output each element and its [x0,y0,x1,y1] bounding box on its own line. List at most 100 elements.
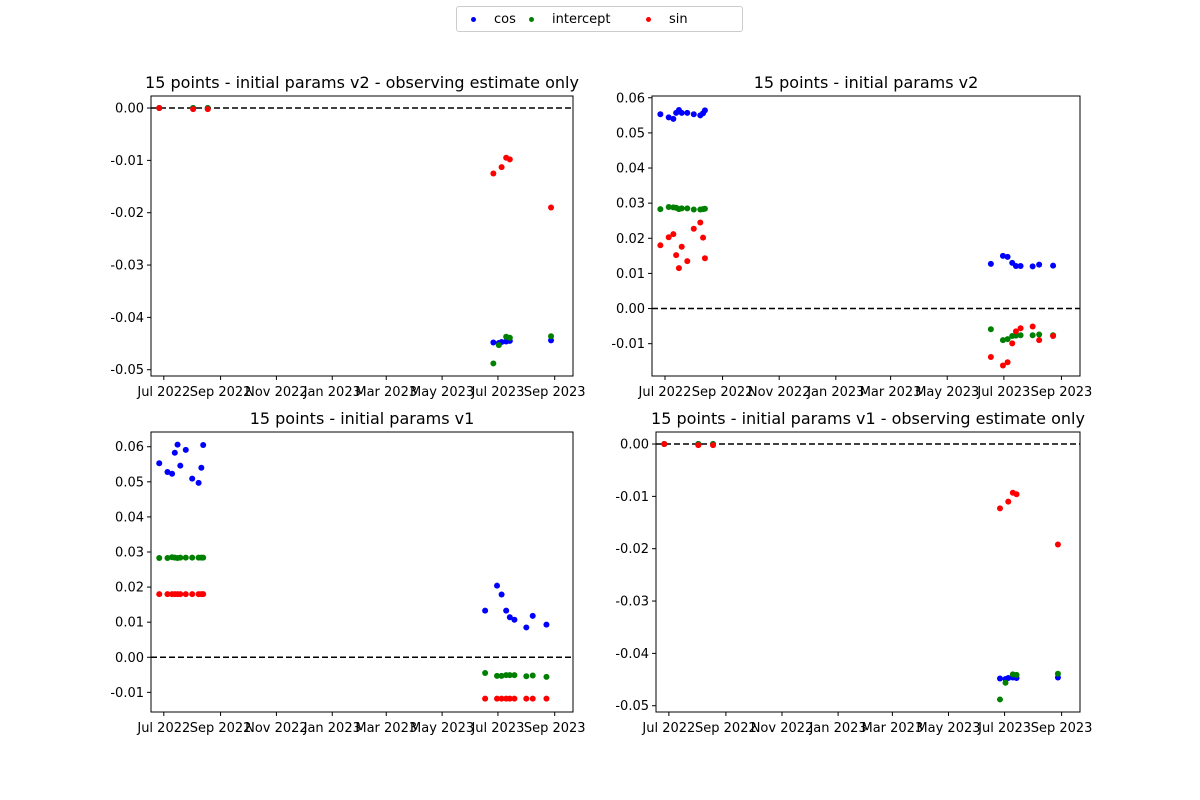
y-tick-label: 0.00 [620,438,649,453]
legend-label: intercept [552,11,611,27]
x-tick-label: Jul 2022 [638,385,692,400]
data-point-intercept [1004,336,1011,343]
x-tick-label: Sep 2022 [692,385,754,400]
data-point-cos [156,460,163,467]
y-tick-label: -0.01 [615,490,649,505]
y-tick-label: 0.06 [115,440,144,455]
x-tick-label: Sep 2023 [524,385,586,400]
data-point-cos [200,441,207,448]
data-point-sin [1009,340,1016,347]
data-point-sin [182,591,189,598]
x-tick-label: Mar 2023 [861,721,923,736]
x-tick-label: Nov 2022 [245,385,308,400]
y-tick-label: -0.05 [110,363,144,378]
y-tick-label: -0.01 [611,337,645,352]
data-point-cos [498,591,505,598]
data-point-cos [999,252,1006,259]
data-point-sin [661,441,668,448]
y-tick-label: 0.00 [115,651,144,666]
data-point-intercept [494,672,501,679]
y-tick-label: 0.03 [115,546,144,561]
y-tick-label: -0.01 [110,686,144,701]
data-point-cos [169,470,176,477]
x-tick-label: Mar 2023 [355,385,417,400]
data-point-sin [494,695,501,702]
data-point-cos [189,475,196,482]
data-point-cos [657,111,664,118]
x-tick-label: Sep 2023 [1031,721,1093,736]
data-point-intercept [506,672,513,679]
data-point-cos [690,111,697,118]
data-point-sin [987,354,994,361]
y-tick-label: -0.03 [110,259,144,274]
data-point-intercept [529,672,536,679]
data-point-sin [177,591,184,598]
data-point-intercept [182,554,189,561]
chart-panel-4: 15 points - initial params v1 - observin… [615,409,1092,736]
x-tick-label: Nov 2022 [245,721,308,736]
data-point-sin [190,106,197,113]
data-point-cos [164,469,171,475]
data-point-sin [675,265,682,272]
legend-marker [471,16,476,22]
legend: cos intercept sin [456,6,743,32]
y-tick-label: -0.05 [615,699,649,714]
data-point-sin [695,442,702,449]
x-tick-label: Jul 2023 [976,385,1030,400]
chart-title: 15 points - initial params v1 - observin… [651,409,1085,428]
data-point-intercept [678,205,685,212]
data-point-intercept [1002,679,1009,686]
data-point-intercept [999,337,1006,344]
data-point-sin [189,591,196,598]
plot-frame [651,95,1081,377]
data-point-sin [156,591,163,598]
x-tick-label: Jul 2022 [641,721,695,736]
data-point-cos [987,260,994,267]
x-tick-label: Sep 2023 [1031,385,1093,400]
data-point-cos [1029,263,1036,270]
y-tick-label: 0.00 [616,302,645,317]
plot-frame [655,431,1081,713]
data-point-intercept [657,206,664,213]
chart-panel-2: 15 points - initial params v2 0.06 0.05 0.0… [611,73,1092,400]
data-point-intercept [189,554,196,561]
data-point-intercept [1013,671,1020,678]
data-point-sin [996,505,1003,512]
y-tick-label: -0.02 [615,542,649,557]
data-point-sin [511,695,518,702]
data-point-intercept [543,673,550,680]
data-point-intercept [490,360,497,367]
data-point-intercept [1036,331,1043,338]
y-tick-label: 0.00 [115,102,144,117]
x-tick-label: Nov 2022 [748,385,811,400]
x-tick-label: May 2023 [915,385,979,400]
x-tick-label: Sep 2022 [190,385,252,400]
data-point-sin [506,156,513,163]
x-tick-label: May 2023 [916,721,980,736]
data-point-cos [523,624,530,631]
data-point-intercept [690,206,697,213]
y-tick-label: -0.02 [110,206,144,221]
data-point-cos [529,612,536,619]
data-point-cos [182,446,189,453]
data-point-intercept [164,554,171,561]
data-point-cos [511,616,518,623]
y-tick-label: -0.03 [615,595,649,610]
data-point-cos [548,337,555,344]
x-tick-label: Sep 2023 [524,721,586,736]
y-tick-label: -0.04 [110,311,144,326]
data-point-cos [543,621,550,628]
data-point-sin [1012,328,1019,335]
data-point-cos [494,582,501,589]
y-tick-label: 0.01 [115,616,144,631]
chart-panel-1: 15 points - initial params v2 - observin… [110,73,585,400]
legend-item-intercept: intercept [529,12,646,27]
data-point-cos [490,339,497,346]
data-point-intercept [684,205,691,212]
data-point-sin [999,362,1006,369]
y-tick-label: 0.05 [616,126,645,141]
data-point-sin [678,243,685,250]
x-tick-label: Jan 2023 [806,385,864,400]
data-point-cos [177,462,184,469]
y-tick-label: 0.01 [616,267,645,282]
